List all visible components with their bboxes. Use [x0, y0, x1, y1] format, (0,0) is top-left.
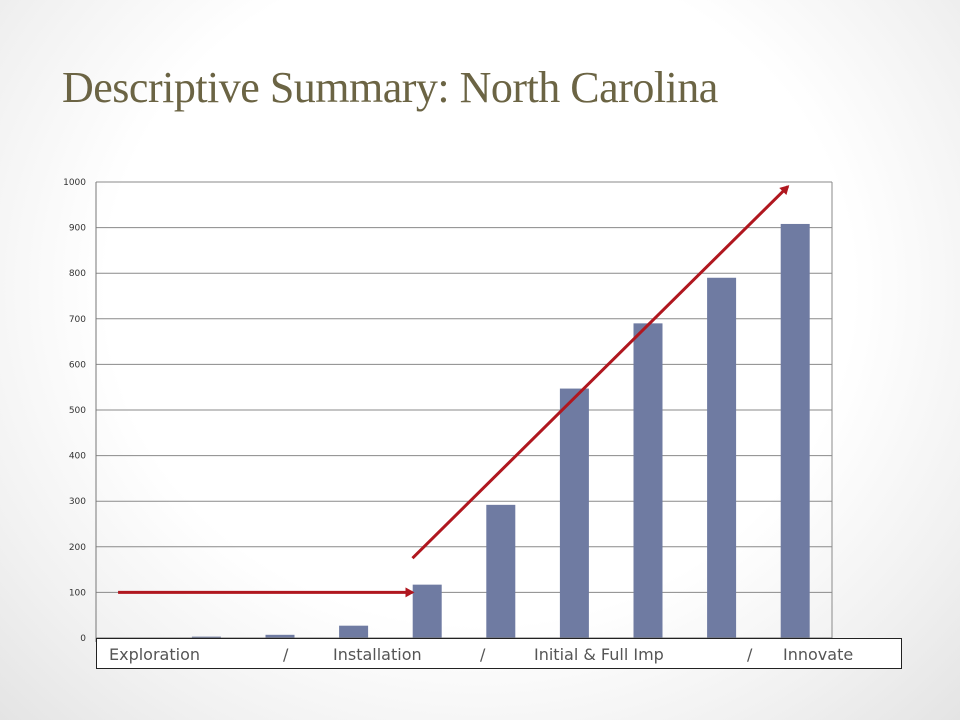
y-tick-label: 800: [69, 269, 86, 279]
phase-legend: Exploration / Installation / Initial & F…: [96, 638, 902, 669]
y-tick-label: 300: [69, 497, 86, 507]
bar: [633, 323, 663, 638]
phase-separator: /: [283, 645, 289, 664]
y-tick-label: 900: [69, 224, 86, 234]
page-title: Descriptive Summary: North Carolina: [62, 63, 718, 112]
phase-installation: Installation: [333, 645, 422, 664]
bar: [486, 504, 516, 638]
y-tick-label: 100: [69, 588, 86, 598]
phase-innovate: Innovate: [783, 645, 854, 664]
bar: [339, 625, 369, 638]
y-tick-label: 1000: [63, 178, 86, 188]
y-tick-label: 700: [69, 315, 86, 325]
y-tick-label: 600: [69, 360, 86, 370]
y-tick-label: 400: [69, 452, 86, 462]
phase-exploration: Exploration: [109, 645, 200, 664]
bar: [412, 584, 442, 638]
phase-separator: /: [747, 645, 753, 664]
bar: [191, 636, 221, 638]
bar: [559, 388, 589, 638]
y-tick-label: 500: [69, 406, 86, 416]
phase-initial-full-imp: Initial & Full Imp: [534, 645, 664, 664]
bar: [707, 277, 737, 638]
bar: [265, 634, 295, 638]
trend-arrow: [411, 185, 790, 560]
y-tick-label: 200: [69, 543, 86, 553]
y-tick-label: 0: [80, 634, 86, 644]
phase-separator: /: [480, 645, 486, 664]
bar: [780, 223, 810, 638]
